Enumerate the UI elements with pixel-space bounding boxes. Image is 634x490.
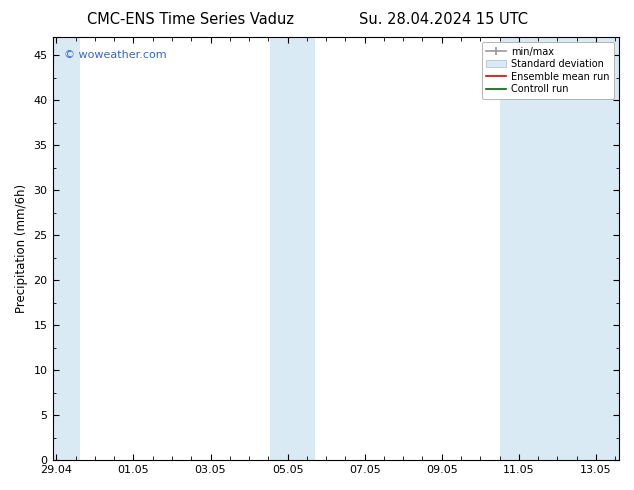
Bar xyxy=(53,37,79,460)
Text: CMC-ENS Time Series Vaduz: CMC-ENS Time Series Vaduz xyxy=(87,12,294,27)
Legend: min/max, Standard deviation, Ensemble mean run, Controll run: min/max, Standard deviation, Ensemble me… xyxy=(482,42,614,99)
Bar xyxy=(500,37,619,460)
Text: Su. 28.04.2024 15 UTC: Su. 28.04.2024 15 UTC xyxy=(359,12,528,27)
Y-axis label: Precipitation (mm/6h): Precipitation (mm/6h) xyxy=(15,184,28,313)
Bar xyxy=(270,37,314,460)
Text: © woweather.com: © woweather.com xyxy=(64,50,167,60)
